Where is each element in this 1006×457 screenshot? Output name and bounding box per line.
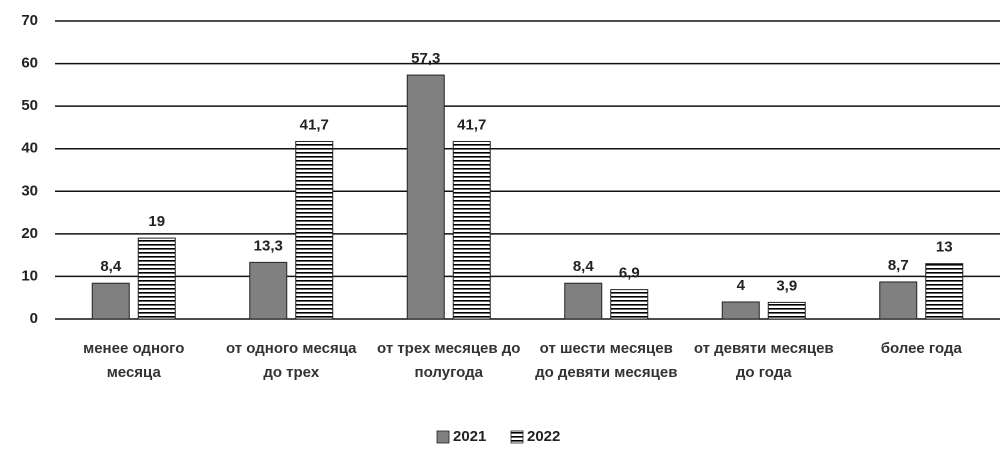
- bar: [137, 237, 176, 320]
- value-label: 57,3: [411, 50, 440, 67]
- value-label: 4: [737, 277, 746, 294]
- bar: [879, 281, 918, 320]
- y-tick-label: 60: [21, 55, 38, 72]
- y-tick-label: 70: [21, 12, 38, 29]
- bar: [564, 282, 603, 320]
- legend-label: 2022: [527, 428, 560, 445]
- y-tick-label: 40: [21, 140, 38, 157]
- legend-swatch: [436, 430, 450, 444]
- legend-label: 2021: [453, 428, 486, 445]
- bar: [452, 140, 491, 320]
- value-label: 41,7: [300, 116, 329, 133]
- legend-swatch: [510, 430, 524, 444]
- x-tick-label: более года: [880, 340, 962, 357]
- x-tick-label: от трех месяцев до полугода: [377, 340, 521, 381]
- y-tick-label: 50: [21, 97, 38, 114]
- bar: [249, 261, 288, 320]
- value-label: 8,7: [888, 257, 909, 274]
- bar: [721, 301, 760, 320]
- x-tick-label: менее одного месяца: [83, 340, 185, 381]
- x-tick-label: от одного месяца до трех: [226, 340, 357, 381]
- value-label: 8,4: [100, 258, 122, 275]
- value-label: 41,7: [457, 116, 486, 133]
- bar: [925, 263, 964, 320]
- bar: [610, 289, 649, 320]
- x-tick-label: от девяти месяцев до года: [693, 340, 834, 381]
- value-label: 8,4: [573, 258, 595, 275]
- value-label: 19: [148, 213, 165, 230]
- bar: [91, 282, 130, 320]
- bar: [767, 301, 806, 320]
- y-tick-label: 10: [21, 267, 38, 284]
- y-tick-label: 0: [30, 310, 38, 327]
- x-tick-label: от шести месяцев до девяти месяцев: [535, 340, 678, 381]
- y-tick-label: 30: [21, 182, 38, 199]
- y-tick-label: 20: [21, 225, 38, 242]
- bar: [406, 74, 445, 320]
- value-label: 13: [936, 239, 953, 256]
- value-label: 13,3: [254, 237, 283, 254]
- value-label: 6,9: [619, 265, 640, 282]
- value-label: 3,9: [776, 277, 797, 294]
- bar: [295, 140, 334, 320]
